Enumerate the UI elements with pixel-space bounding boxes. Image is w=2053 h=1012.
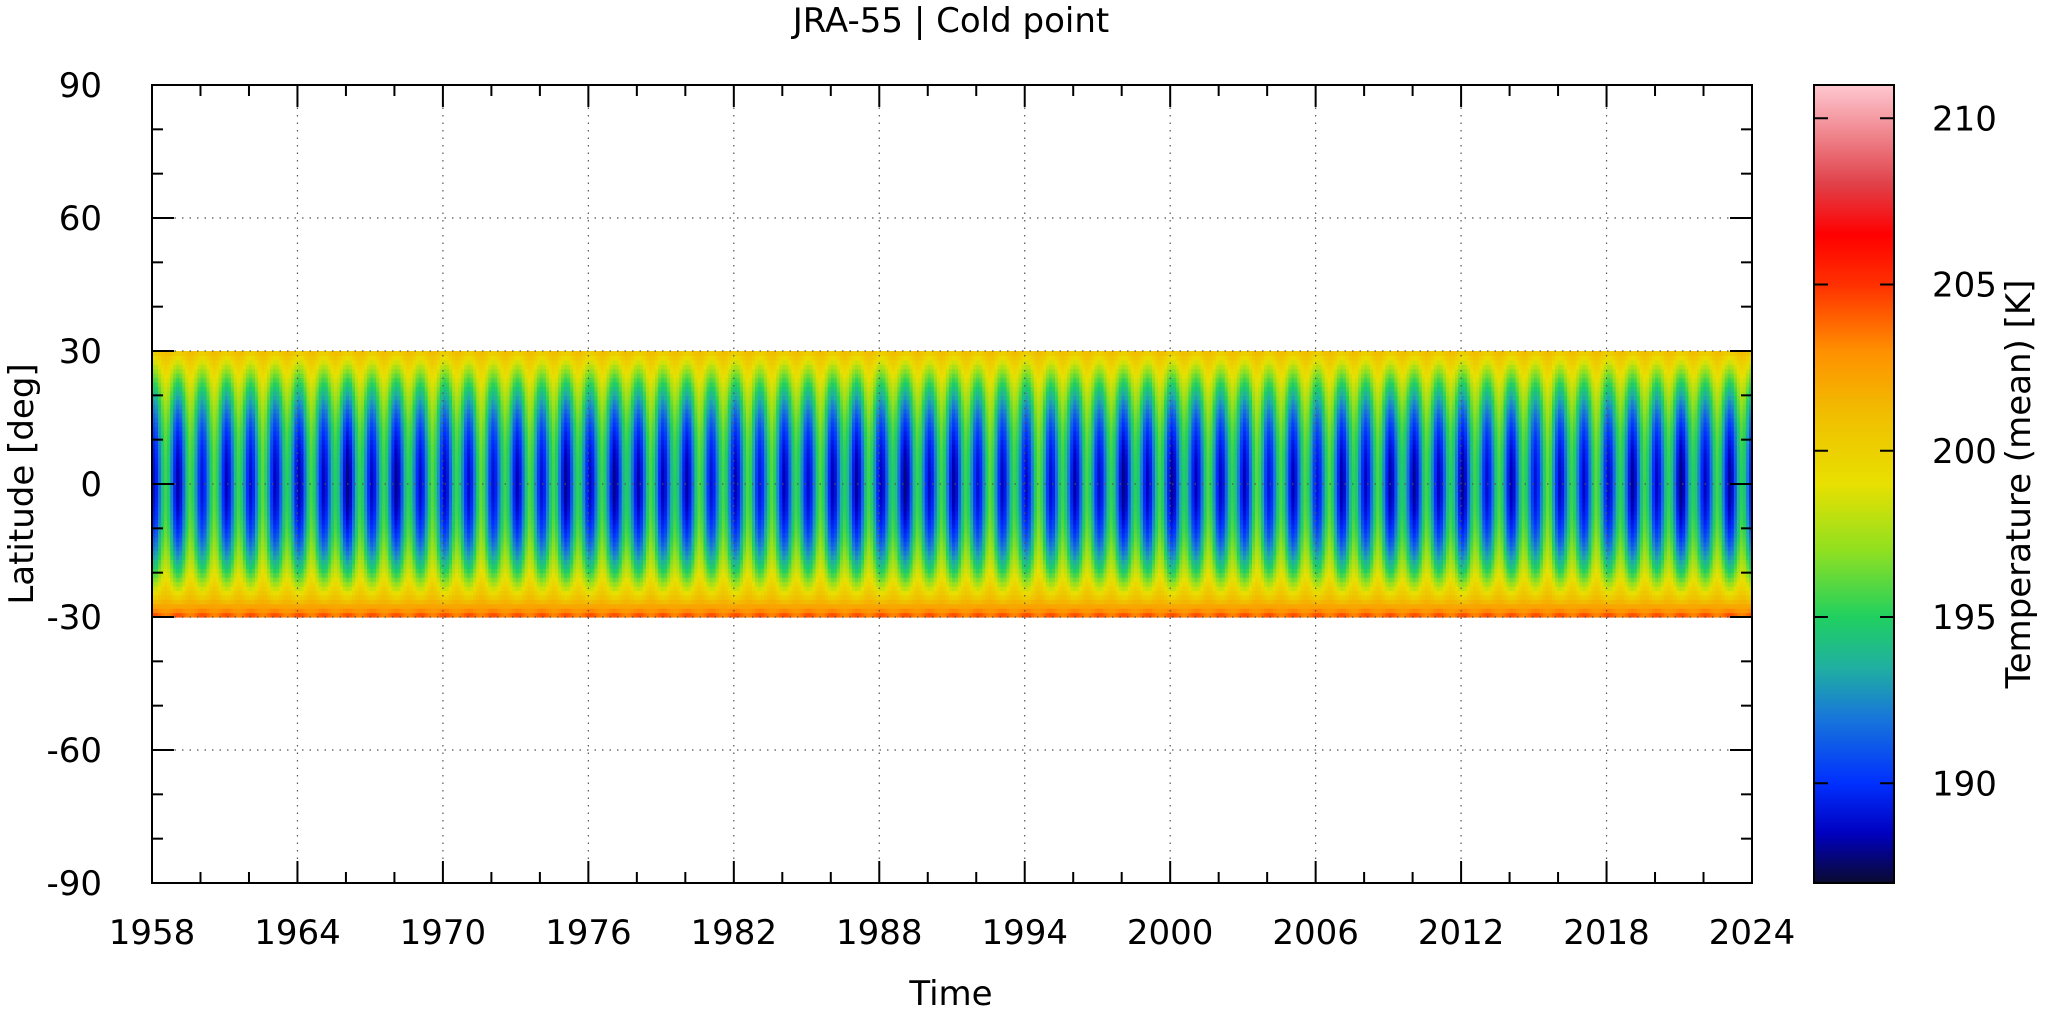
chart-title: JRA-55 | Cold point <box>791 1 1109 41</box>
